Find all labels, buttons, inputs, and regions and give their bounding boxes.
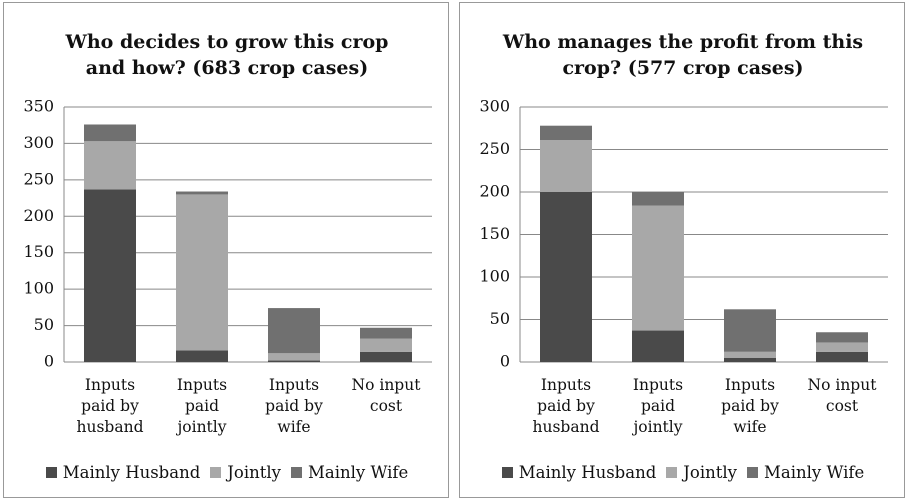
y-tick-label: 200 [23,206,54,225]
x-tick-label: Inputs paid by husband [76,376,144,436]
bar-segment [176,191,228,195]
bar-segment [724,309,776,352]
chart: 0 50 100 150 200 250 300 [479,97,888,371]
y-tick-label: 0 [500,352,510,371]
legend-item: Jointly [210,463,281,482]
legend-label: Jointly [683,463,737,482]
bar-segment [84,189,136,362]
bar-segment [360,338,412,352]
legend-item: Mainly Husband [45,463,201,482]
bar-segment [632,330,684,362]
legend: Mainly Husband Jointly Mainly Wife [460,463,904,482]
y-tick-label: 50 [490,309,510,328]
x-tick-label: Inputs paid by wife [721,376,779,436]
legend-label: Mainly Husband [62,463,201,482]
legend-label: Mainly Wife [763,463,865,482]
bar-segment [268,308,320,354]
bar-segment [816,351,868,362]
legend: Mainly Husband Jointly Mainly Wife [4,463,448,482]
bar-segment [540,192,592,362]
legend-item: Jointly [666,463,737,482]
bar-segment [724,351,776,358]
y-tick-label: 200 [479,182,510,201]
bar-segment [724,357,776,362]
legend-label: Jointly [227,463,281,482]
bar-segment [268,353,320,361]
bar-segment [84,124,136,142]
bar-segment [268,360,320,362]
y-tick-label: 100 [23,279,54,298]
legend-item: Mainly Husband [501,463,657,482]
legend-item: Mainly Wife [290,463,409,482]
legend-swatch [746,467,758,478]
bar-segment [816,342,868,352]
legend-swatch [210,467,222,478]
x-tick-label: Inputs paid jointly [176,376,228,436]
y-tick-label: 150 [479,224,510,243]
bar-segment [84,141,136,190]
chart: 0 50 100 150 200 250 300 350 [23,97,432,371]
x-tick-label: No input cost [807,376,877,415]
bar-segment [632,192,684,206]
y-tick-label: 300 [23,133,54,152]
y-tick-label: 100 [479,267,510,286]
x-tick-label: Inputs paid by husband [532,376,600,436]
y-tick-label: 250 [479,139,510,158]
bar-segment [176,350,228,362]
legend-label: Mainly Wife [307,463,409,482]
x-tick-label: Inputs paid jointly [632,376,684,436]
bar-segment [360,351,412,362]
chart-panel: Who manages the profit from this crop? (… [459,2,905,498]
y-tick-label: 50 [34,315,54,334]
bar-segment [816,332,868,343]
y-tick-label: 250 [23,169,54,188]
chart-panel: Who decides to grow this crop and how? (… [3,2,449,498]
legend-swatch [501,467,513,478]
legend-item: Mainly Wife [746,463,865,482]
bar-segment [176,194,228,351]
y-tick-label: 150 [23,242,54,261]
chart-title: Who manages the profit from this crop? (… [502,31,864,79]
legend-label: Mainly Husband [518,463,657,482]
x-tick-label: Inputs paid by wife [265,376,323,436]
legend-swatch [290,467,302,478]
x-tick-label: No input cost [351,376,421,415]
bar-segment [360,327,412,339]
chart-title: Who decides to grow this crop and how? (… [65,31,389,79]
y-tick-label: 0 [44,352,54,371]
bar-segment [632,205,684,331]
y-tick-label: 300 [479,97,510,116]
legend-swatch [45,467,57,478]
y-tick-label: 350 [23,97,54,116]
legend-swatch [666,467,678,478]
bar-segment [540,140,592,192]
bar-segment [540,125,592,141]
